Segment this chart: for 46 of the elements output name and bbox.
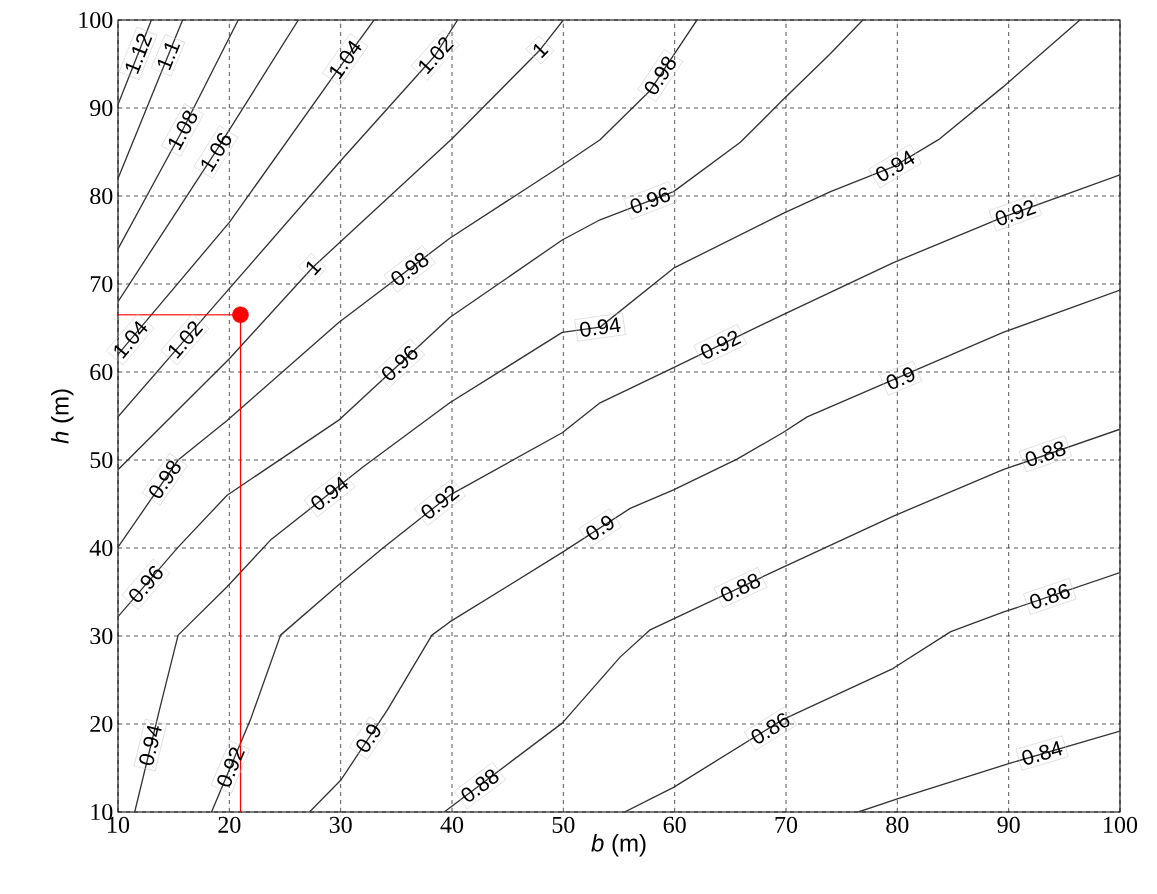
annotation: 0.9: [356, 724, 381, 752]
annotation: 0.88: [1025, 441, 1066, 467]
annotation: 0.94: [876, 150, 915, 181]
annotation: 1: [533, 43, 549, 59]
y-tick-label: 40: [89, 539, 113, 557]
annotation: 0.98: [391, 252, 429, 286]
annotation: 0.96: [382, 346, 418, 381]
annotation: 0.9: [886, 367, 915, 390]
annotation: 0.86: [751, 713, 790, 744]
x-tick-label: 50: [552, 816, 575, 833]
annotation: 1.08: [168, 110, 198, 151]
annotation: 0.88: [720, 573, 761, 602]
annotation: 0.92: [995, 200, 1037, 226]
x-tick-label: 30: [329, 816, 352, 833]
annotation: 1.12: [125, 33, 153, 74]
y-tick-label: 30: [90, 627, 113, 645]
annotation: 0.9: [586, 515, 614, 540]
annotation: 0.84: [1022, 740, 1063, 765]
y-tick-label: 90: [90, 99, 113, 117]
annotation: 1.1: [157, 42, 181, 71]
x-tick-label: 60: [663, 816, 686, 833]
x-axis-title: b (m): [591, 834, 646, 857]
x-tick-label: 70: [775, 816, 798, 833]
x-tick-label: 100: [1104, 816, 1138, 833]
annotation: 1: [306, 261, 322, 276]
annotation: 0.92: [217, 747, 245, 787]
y-axis-title: h (m): [51, 389, 74, 444]
y-tick-label: 70: [90, 275, 113, 293]
x-tick-label: 40: [440, 816, 464, 833]
y-tick-label: 60: [90, 363, 113, 381]
y-tick-label: 100: [79, 11, 113, 29]
y-tick-label: 20: [90, 715, 113, 733]
y-tick-label: 50: [90, 451, 113, 469]
annotation: 0.96: [630, 187, 671, 214]
annotation: 0.94: [580, 317, 621, 337]
annotation: 0.92: [421, 485, 460, 519]
annotation: 0.94: [311, 476, 349, 510]
x-tick-label: 90: [997, 816, 1020, 833]
annotation: 0.96: [129, 565, 163, 602]
annotation: 0.94: [139, 725, 162, 765]
annotation: 0.86: [1030, 584, 1070, 609]
y-tick-label: 80: [90, 187, 113, 205]
x-tick-label: 80: [886, 816, 909, 833]
annotation: 0.92: [700, 330, 742, 359]
annotation: 0.88: [461, 769, 499, 802]
x-tick-label: 20: [218, 816, 241, 833]
